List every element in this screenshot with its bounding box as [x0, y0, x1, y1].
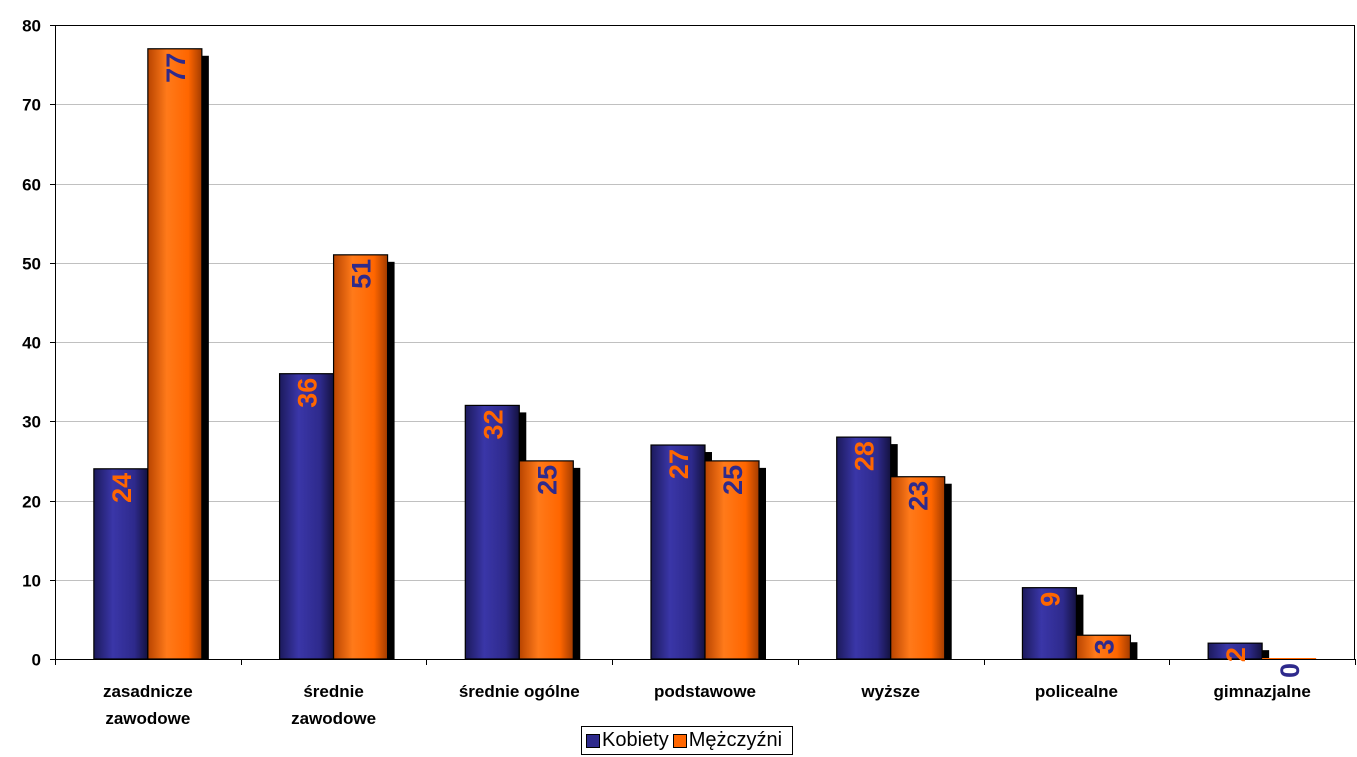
x-category-label: podstawowe — [654, 682, 756, 701]
y-tick-label: 80 — [22, 17, 41, 36]
gridlines — [50, 25, 1355, 660]
legend-label: Mężczyźni — [688, 729, 783, 751]
data-label: 25 — [718, 465, 748, 495]
y-tick-label: 60 — [22, 176, 41, 195]
y-tick-label: 40 — [22, 334, 41, 353]
y-tick-label: 30 — [22, 413, 41, 432]
x-category-label-line: policealne — [1035, 682, 1118, 701]
x-category-label-line: zasadnicze — [103, 682, 193, 701]
data-label: 3 — [1089, 639, 1119, 654]
bar-mężczyźni — [332, 254, 389, 660]
bar-mężczyźni — [1075, 634, 1132, 660]
x-category-label-line: średnie ogólne — [459, 682, 580, 701]
legend-swatch — [586, 733, 600, 748]
x-category-label-line: średnie — [303, 682, 363, 701]
bar-mężczyźni — [704, 460, 760, 660]
bar-mężczyźni — [890, 476, 946, 660]
bar-mężczyźni — [147, 48, 203, 660]
y-tick-labels: 0 10 20 30 40 50 60 70 80 — [22, 17, 41, 670]
bar-kobiety — [836, 436, 892, 660]
bar-kobiety — [464, 404, 520, 660]
data-label: 23 — [904, 481, 934, 511]
data-label: 25 — [532, 465, 562, 495]
bar-kobiety — [278, 373, 335, 660]
legend-item-series-0: Kobiety — [586, 729, 669, 752]
x-category-label-line: gimnazjalne — [1213, 682, 1310, 701]
data-label: 2 — [1221, 647, 1251, 662]
data-label: 9 — [1035, 592, 1065, 607]
legend-swatch — [672, 733, 687, 748]
data-label: 36 — [293, 378, 323, 408]
legend-item-series-1: Mężczyźni — [672, 729, 783, 752]
bar-mężczyźni — [1262, 658, 1317, 659]
x-category-label: zasadnicze zawodowe — [103, 682, 193, 728]
x-category-label-line: zawodowe — [291, 709, 376, 728]
bar-kobiety — [93, 468, 149, 660]
x-category-label: średnie ogólne — [459, 682, 580, 701]
data-label: 32 — [478, 409, 508, 439]
data-label: 28 — [850, 441, 880, 471]
bars — [93, 48, 1317, 660]
data-label: 27 — [664, 449, 694, 479]
y-tick-label: 0 — [32, 651, 41, 670]
bar-kobiety — [1207, 642, 1263, 660]
bar-mężczyźni — [518, 460, 574, 660]
legend: Kobiety Mężczyźni — [581, 726, 794, 755]
data-label: 24 — [107, 473, 137, 503]
x-category-label: policealne — [1035, 682, 1118, 701]
x-category-label: wyższe — [860, 682, 920, 701]
x-category-label-line: wyższe — [860, 682, 920, 701]
legend-label: Kobiety — [602, 729, 669, 751]
x-category-label: gimnazjalne — [1213, 682, 1310, 701]
data-label: 0 — [1275, 663, 1305, 678]
x-category-label: średnie zawodowe — [291, 682, 376, 728]
bar-kobiety — [650, 444, 706, 660]
y-tick-label: 50 — [22, 255, 41, 274]
data-label: 51 — [347, 259, 377, 289]
data-label: 77 — [161, 53, 191, 83]
y-tick-label: 20 — [22, 493, 41, 512]
x-category-label-line: podstawowe — [654, 682, 756, 701]
x-category-label-line: zawodowe — [105, 709, 190, 728]
y-tick-label: 70 — [22, 96, 41, 115]
bar-kobiety — [1021, 587, 1078, 660]
y-tick-label: 10 — [22, 572, 41, 591]
